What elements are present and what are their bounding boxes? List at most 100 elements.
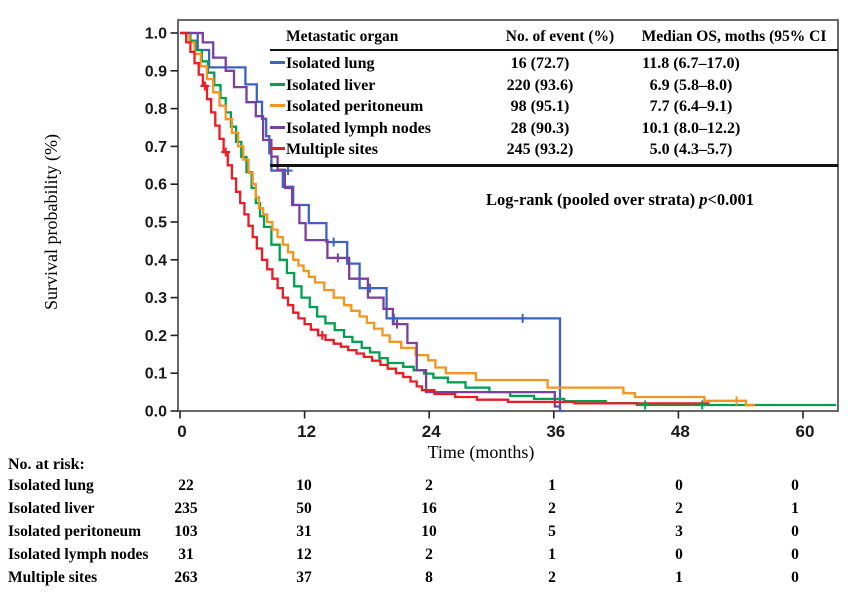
legend-header-row: Metastatic organ No. of event (%) Median… (270, 28, 838, 51)
legend-row-peritoneum: Isolated peritoneum 98 (95.1) 7.7 (6.4–9.1… (270, 96, 838, 118)
risk-count: 263 (174, 569, 198, 586)
risk-count: 2 (425, 546, 433, 563)
curve-multiple (180, 31, 710, 405)
risk-count: 10 (421, 523, 437, 540)
risk-count: 235 (174, 500, 198, 517)
risk-count: 0 (675, 477, 683, 494)
risk-row-label: Isolated lymph nodes (8, 546, 149, 563)
legend-events-value: 16 (72.7) (510, 55, 570, 72)
y-tick-label: 0.3 (145, 290, 167, 307)
risk-count: 1 (548, 477, 556, 494)
logrank-value: <0.001 (707, 190, 755, 209)
legend-row-lymph: Isolated lymph nodes 28 (90.3) 10.1 (8.0–1… (270, 118, 838, 140)
censor-marks (200, 81, 742, 410)
legend-header-organ: Metastatic organ (286, 28, 399, 45)
legend-line-swatch-lymph (270, 125, 285, 129)
x-tick-label: 12 (297, 422, 316, 441)
risk-row-label: Isolated peritoneum (8, 523, 142, 540)
legend-table: Metastatic organ No. of event (%) Median… (270, 28, 838, 167)
legend-line-swatch-lung (270, 61, 285, 65)
risk-count: 103 (174, 523, 198, 540)
legend-line-swatch-multiple (270, 147, 285, 151)
y-tick-label: 1.0 (145, 26, 167, 43)
legend-median-os-value: 5.0 (4.3–5.7) (649, 141, 733, 158)
risk-row-label: Multiple sites (8, 569, 98, 586)
y-tick-label: 0.4 (145, 252, 167, 269)
legend-events-value: 220 (93.6) (506, 76, 574, 94)
risk-count: 5 (548, 523, 556, 540)
legend-header-median: Median OS, moths (95% CI (641, 28, 827, 45)
legend-median-os-value: 6.9 (5.8–8.0) (649, 76, 733, 94)
legend-events-value: 98 (95.1) (510, 98, 570, 115)
legend-median-os-value: 10.1 (8.0–12.2) (641, 119, 741, 137)
risk-count: 16 (421, 500, 437, 517)
logrank-annotation: Log-rank (pooled over strata) p<0.001 (420, 190, 820, 210)
legend-rows: Isolated lung 16 (72.7) 11.8 (6.7–17.0) Iso… (270, 51, 838, 167)
risk-table-title: No. at risk: (8, 456, 85, 473)
legend-row-multiple: Multiple sites 245 (93.2) 5.0 (4.3–5.7) (270, 139, 838, 161)
risk-count: 0 (791, 477, 799, 494)
risk-count: 1 (548, 546, 556, 563)
risk-row-label: Isolated liver (8, 500, 95, 517)
x-tick-label: 36 (546, 422, 565, 441)
legend-label: Isolated peritoneum (270, 96, 440, 118)
legend-label: Isolated liver (270, 75, 440, 97)
logrank-prefix: Log-rank (pooled over strata) (485, 190, 700, 209)
x-tick-label: 24 (422, 422, 441, 441)
risk-count: 1 (791, 500, 799, 517)
risk-count: 1 (675, 569, 683, 586)
legend-events-value: 28 (90.3) (510, 119, 570, 137)
plot-border (177, 19, 839, 412)
y-tick-label: 0.1 (145, 366, 167, 383)
legend-series-name: Isolated lung (286, 55, 375, 72)
risk-count: 12 (296, 546, 312, 563)
legend-events-value: 245 (93.2) (506, 141, 574, 158)
risk-count: 22 (178, 477, 194, 494)
risk-count: 2 (548, 500, 556, 517)
risk-count: 0 (675, 546, 683, 563)
risk-count: 0 (791, 523, 799, 540)
legend-label: Isolated lymph nodes (270, 118, 440, 140)
x-tick-label: 0 (177, 422, 186, 441)
x-axis-label: Time (months) (428, 442, 535, 463)
legend-label: Isolated lung (270, 53, 440, 75)
risk-row-peritoneum: Isolated peritoneum 103 31 10 5 3 0 (0, 523, 850, 544)
legend-series-name: Multiple sites (286, 141, 378, 158)
risk-count: 10 (296, 477, 312, 494)
risk-count: 2 (548, 569, 556, 586)
x-tick-label: 48 (671, 422, 690, 441)
y-tick-label: 0.6 (145, 177, 167, 194)
legend-series-name: Isolated lymph nodes (286, 119, 431, 137)
legend-row-lung: Isolated lung 16 (72.7) 11.8 (6.7–17.0) (270, 53, 838, 75)
y-axis-ticks: 0.0 0.1 0.2 0.3 0.4 0.5 0.6 0.7 0.8 0.9 1.0 (145, 26, 178, 421)
y-tick-label: 0.5 (145, 215, 167, 232)
legend-label: Multiple sites (270, 139, 440, 161)
legend-series-name: Isolated peritoneum (286, 98, 424, 115)
risk-count: 2 (675, 500, 683, 517)
risk-count: 0 (791, 569, 799, 586)
curve-lymph (180, 31, 559, 408)
risk-row-lung: Isolated lung 22 10 2 1 0 0 (0, 477, 850, 498)
legend-series-name: Isolated liver (286, 76, 376, 94)
legend-header-events: No. of event (%) (505, 28, 615, 45)
risk-count: 31 (296, 523, 312, 540)
y-tick-label: 0.0 (145, 404, 167, 421)
y-tick-label: 0.8 (145, 101, 167, 118)
risk-count: 50 (296, 500, 312, 517)
risk-row-liver: Isolated liver 235 50 16 2 2 1 (0, 500, 850, 521)
risk-count: 31 (178, 546, 194, 563)
x-axis-ticks: 0 12 24 36 48 60 (177, 411, 814, 441)
legend-median-os-value: 11.8 (6.7–17.0) (642, 55, 740, 72)
legend-line-swatch-liver (270, 82, 285, 86)
legend-line-swatch-peritoneum (270, 104, 285, 108)
risk-count: 2 (425, 477, 433, 494)
risk-row-label: Isolated lung (8, 477, 94, 494)
legend-row-liver: Isolated liver 220 (93.6) 6.9 (5.8–8.0) (270, 75, 838, 97)
survival-curves (180, 31, 837, 413)
risk-row-multiple: Multiple sites 263 37 8 2 1 0 (0, 569, 850, 590)
curve-peritoneum (180, 31, 756, 407)
risk-count: 0 (791, 546, 799, 563)
risk-count: 3 (675, 523, 683, 540)
